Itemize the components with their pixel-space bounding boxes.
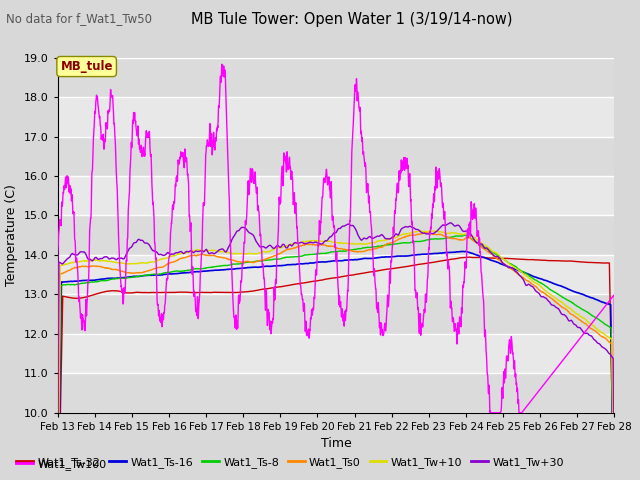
Text: MB_tule: MB_tule bbox=[60, 60, 113, 73]
Bar bbox=[58, 58, 614, 97]
Bar bbox=[58, 373, 614, 413]
Legend: Wat1_Tw100: Wat1_Tw100 bbox=[12, 455, 111, 474]
Y-axis label: Temperature (C): Temperature (C) bbox=[5, 184, 19, 286]
Bar bbox=[58, 294, 614, 334]
Text: MB Tule Tower: Open Water 1 (3/19/14-now): MB Tule Tower: Open Water 1 (3/19/14-now… bbox=[191, 12, 513, 27]
Bar bbox=[58, 136, 614, 176]
Legend: Wat1_Ts-32, Wat1_Ts-16, Wat1_Ts-8, Wat1_Ts0, Wat1_Tw+10, Wat1_Tw+30: Wat1_Ts-32, Wat1_Ts-16, Wat1_Ts-8, Wat1_… bbox=[12, 452, 568, 472]
Text: No data for f_Wat1_Tw50: No data for f_Wat1_Tw50 bbox=[6, 12, 152, 25]
Bar bbox=[58, 216, 614, 255]
X-axis label: Time: Time bbox=[321, 437, 351, 450]
